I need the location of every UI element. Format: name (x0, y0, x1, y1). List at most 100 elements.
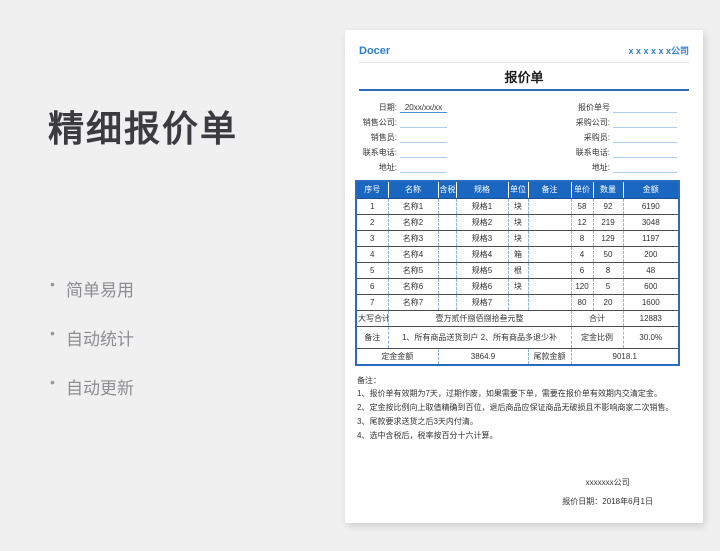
table-cell: 600 (622, 277, 680, 295)
table-cell: 名称6 (387, 277, 439, 295)
table-cell: 92 (592, 197, 624, 215)
total-label: 合计 (570, 309, 624, 327)
table-cell: 129 (592, 229, 624, 247)
table-cell: 名称4 (387, 245, 439, 263)
table-cell: 根 (507, 261, 529, 279)
table-cell: 2 (355, 213, 389, 231)
table-cell (527, 213, 572, 231)
field-underline (400, 133, 447, 143)
table-header-cell: 名称 (387, 180, 439, 199)
table-cell (437, 197, 457, 215)
table-cell: 名称3 (387, 229, 439, 247)
footer-company: xxxxxxx公司 (585, 478, 630, 487)
field-row: 地址: (550, 158, 677, 173)
table-cell: 8 (592, 261, 624, 279)
table-cell (507, 293, 529, 311)
table-cell: 箱 (507, 245, 529, 263)
quote-table: 序号 名称 含税 规格 单位 备注 单价 数量 金额 (355, 180, 680, 366)
field-label: 地址: (378, 163, 397, 172)
remark-label: 备注 (355, 325, 389, 349)
table-cell: 规格6 (455, 277, 509, 295)
remark-value: 1、所有商品送货到户 2、所有商品多退少补 (387, 325, 572, 349)
field-underline (613, 103, 677, 113)
remark-row: 备注 1、所有商品送货到户 2、所有商品多退少补 定金比例 30.0% (355, 325, 680, 349)
field-label: 报价单号 (578, 103, 610, 112)
deposit-value: 3864.9 (437, 347, 529, 366)
docer-logo: Docer (359, 45, 391, 57)
table-cell: 4 (570, 245, 594, 263)
table-header-cell: 序号 (355, 180, 389, 199)
table-cell: 规格7 (455, 293, 509, 311)
field-underline (613, 148, 677, 158)
table-cell: 20 (592, 293, 624, 311)
table-header-cell: 备注 (527, 180, 572, 199)
table-cell (527, 245, 572, 263)
note-line: 4、选中含税后，税率按百分十六计算。 (357, 431, 498, 440)
table-cell: 5 (592, 277, 624, 295)
table-cell: 200 (622, 245, 680, 263)
field-row: 销售员: (355, 128, 447, 143)
table-header-cell: 规格 (455, 180, 509, 199)
feature-item: 简单易用 (50, 276, 134, 301)
title-divider (359, 89, 689, 91)
table-cell: 块 (507, 229, 529, 247)
field-row: 日期: 20xx/xx/xx (355, 98, 447, 113)
table-cell (437, 277, 457, 295)
table-cell: 1 (355, 197, 389, 215)
field-label: 日期: (378, 103, 397, 112)
feature-item: 自动统计 (50, 325, 134, 350)
table-cell: 58 (570, 197, 594, 215)
field-label: 联系电话: (575, 148, 610, 157)
table-cell (437, 229, 457, 247)
table-cell: 1600 (622, 293, 680, 311)
fields-left-column: 日期: 20xx/xx/xx 销售公司: 销售员: 联系电话: (355, 98, 447, 173)
field-label: 联系电话: (362, 148, 397, 157)
table-cell: 120 (570, 277, 594, 295)
uppercase-total-value: 壹万贰仟捌佰捌拾叁元整 (387, 309, 572, 327)
table-cell: 名称7 (387, 293, 439, 311)
table-cell: 219 (592, 213, 624, 231)
table-header-cell: 含税 (437, 180, 457, 199)
uppercase-total-row: 大写合计 壹万贰仟捌佰捌拾叁元整 合计 12883 (355, 309, 680, 327)
field-row: 地址: (355, 158, 447, 173)
field-row: 采购员: (550, 128, 677, 143)
deposit-balance-row: 定金金额 3864.9 尾款金额 9018.1 (355, 347, 680, 366)
balance-value: 9018.1 (570, 347, 680, 366)
feature-list: 简单易用 自动统计 自动更新 (50, 276, 134, 423)
document-page: Docer x x x x x x公司 报价单 日期: 20xx/xx/xx 销… (345, 30, 703, 523)
table-cell (527, 197, 572, 215)
field-underline (400, 163, 447, 173)
table-cell: 12 (570, 213, 594, 231)
field-underline: 20xx/xx/xx (400, 103, 447, 113)
table-cell: 50 (592, 245, 624, 263)
table-header-cell: 单价 (570, 180, 594, 199)
field-underline (400, 118, 447, 128)
table-cell (527, 277, 572, 295)
table-cell: 规格5 (455, 261, 509, 279)
field-row: 联系电话: (550, 143, 677, 158)
field-label: 采购员: (583, 133, 610, 142)
table-cell: 规格4 (455, 245, 509, 263)
document-title: 报价单 (504, 70, 544, 85)
field-underline (613, 163, 677, 173)
table-cell (437, 261, 457, 279)
field-label: 地址: (591, 163, 610, 172)
table-cell: 1197 (622, 229, 680, 247)
table-cell: 规格1 (455, 197, 509, 215)
field-label: 采购公司: (575, 118, 610, 127)
balance-label: 尾款金额 (527, 347, 572, 366)
table-row: 6 名称6 规格6 块 120 5 600 (355, 277, 680, 295)
table-header-cell: 金额 (622, 180, 680, 199)
table-cell: 6190 (622, 197, 680, 215)
page-title: 精细报价单 (48, 108, 239, 149)
field-label: 销售员: (370, 133, 397, 142)
company-name-top: x x x x x x公司 (628, 46, 689, 56)
table-cell (437, 213, 457, 231)
table-cell: 块 (507, 197, 529, 215)
deposit-ratio-label: 定金比例 (570, 325, 624, 349)
field-row: 采购公司: (550, 113, 677, 128)
notes-list: 1、报价单有效期为7天，过期作废，如果需要下单，需要在报价单有效期内交清定金。 … (357, 389, 678, 440)
table-cell: 3048 (622, 213, 680, 231)
table-cell: 4 (355, 245, 389, 263)
table-header-cell: 数量 (592, 180, 624, 199)
